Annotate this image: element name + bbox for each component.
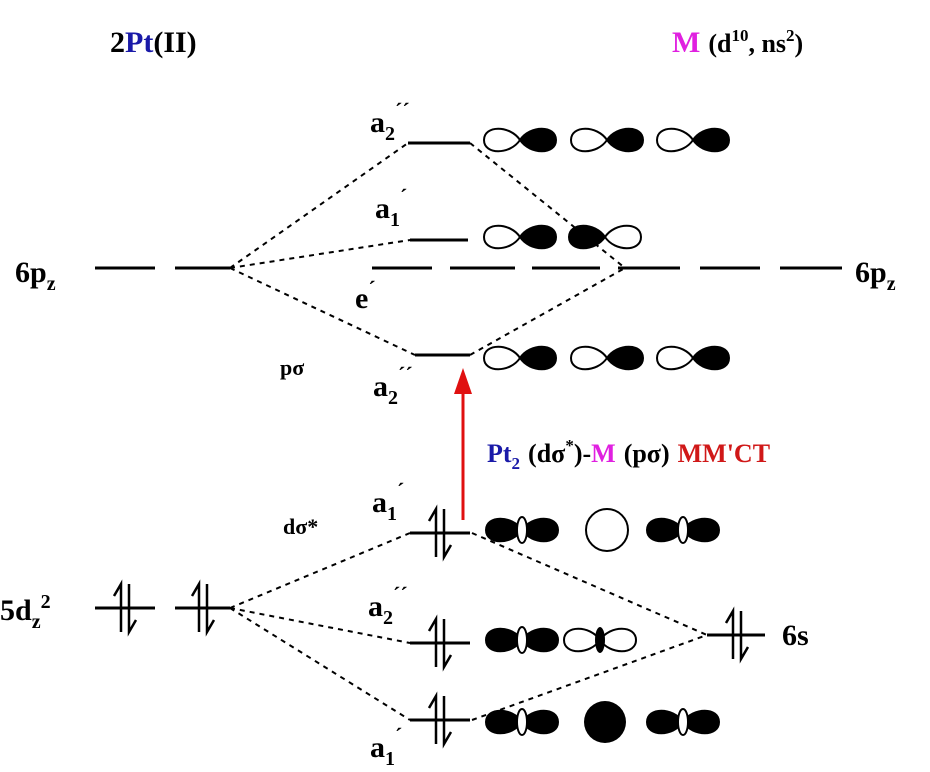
label-part: a: [372, 486, 387, 519]
label-part: 2: [41, 591, 51, 613]
mo-label: a1´: [372, 478, 404, 525]
label-part: 2: [512, 454, 521, 473]
orbital: [486, 517, 558, 543]
label-part: ´´: [395, 98, 410, 123]
label-part: a: [368, 590, 383, 623]
label-part: 2: [388, 387, 398, 409]
label-part: z: [32, 611, 41, 633]
orbital: [486, 709, 558, 735]
orbital: [484, 226, 556, 249]
label-part: M: [591, 439, 616, 468]
orbital: [657, 347, 729, 370]
label-part: ´´: [393, 582, 408, 607]
orbitals: [484, 129, 729, 743]
arrow-head: [454, 368, 472, 394]
orbital: [564, 627, 636, 653]
label-part: a: [373, 370, 388, 403]
mo-label: a1´: [375, 184, 407, 231]
orbital: [571, 129, 643, 152]
label-part: 5d: [0, 594, 32, 627]
mo-label: a1´: [370, 723, 402, 770]
orbital-note: pσ: [280, 355, 304, 380]
mo-label: a2´´: [373, 362, 413, 409]
title-part: 2: [786, 26, 795, 45]
title-part: ): [795, 29, 804, 58]
title-part: 10: [731, 26, 748, 45]
level: [408, 143, 470, 720]
orbital: [584, 701, 626, 743]
atomic-label: 5dz2: [0, 591, 51, 633]
mo-diagram: 2Pt(II) M(d10, ns2) 6pz 6pz 5dz2 6s a2´´…: [0, 0, 930, 772]
electrons: [114, 509, 748, 744]
label-part: )-: [574, 439, 591, 468]
right-title: M (d10, ns2): [672, 26, 803, 59]
orbital: [586, 509, 628, 551]
label-part: 2: [385, 123, 395, 145]
label-part: 6p: [855, 256, 887, 289]
label-part: 1: [385, 748, 395, 770]
atomic-label: 6pz: [855, 256, 896, 295]
orbital: [569, 226, 641, 249]
title-part: , ns: [748, 29, 786, 58]
label-part: ´´: [398, 362, 413, 387]
mo-label: a2´´: [370, 98, 410, 145]
orbital: [486, 627, 558, 653]
transition-label: Pt2 (dσ*)-M (pσ) MM'CT: [487, 436, 770, 473]
label-part: MM'CT: [678, 439, 770, 468]
mo-label: a2´´: [368, 582, 408, 629]
orbital: [484, 347, 556, 370]
orbital: [647, 517, 719, 543]
label-part: 1: [387, 503, 397, 525]
title-part: Pt: [125, 26, 153, 59]
orbital: [484, 129, 556, 152]
label-part: a: [375, 192, 390, 225]
label-part: z: [47, 273, 56, 295]
label-part: a: [370, 106, 385, 139]
label-part: e: [355, 282, 368, 315]
title-part: (d: [708, 29, 732, 58]
title-part: 2: [110, 26, 125, 59]
label-part: (pσ): [624, 439, 670, 468]
mo-labels: a2´´a1´e´a2´´a1´a2´´a1´: [355, 98, 413, 770]
left-title: 2Pt(II): [110, 26, 197, 59]
label-part: ´: [395, 723, 402, 748]
orbital-note: dσ*: [283, 514, 318, 539]
label-part: ´: [368, 276, 375, 301]
orbital: [657, 129, 729, 152]
label-part: z: [887, 273, 896, 295]
label-part: a: [370, 731, 385, 764]
mo-label: e´: [355, 276, 376, 315]
label-part: 1: [390, 209, 400, 231]
label-part: 6p: [15, 256, 47, 289]
dash-line: [230, 143, 415, 355]
dash-line: [470, 143, 625, 355]
orbital: [647, 709, 719, 735]
label-part: ´: [400, 184, 407, 209]
label-part: 2: [383, 607, 393, 629]
label-part: *: [565, 436, 574, 455]
orbital: [571, 347, 643, 370]
atomic-label: 6s: [782, 619, 809, 652]
title-part: (II): [153, 26, 196, 59]
label-part: Pt: [487, 439, 512, 468]
title-part: M: [672, 26, 700, 59]
atomic-label: 6pz: [15, 256, 56, 295]
label-part: ´: [397, 478, 404, 503]
label-part: (dσ: [528, 439, 565, 468]
transition-arrow: [454, 368, 472, 520]
dash-line: [472, 533, 707, 720]
